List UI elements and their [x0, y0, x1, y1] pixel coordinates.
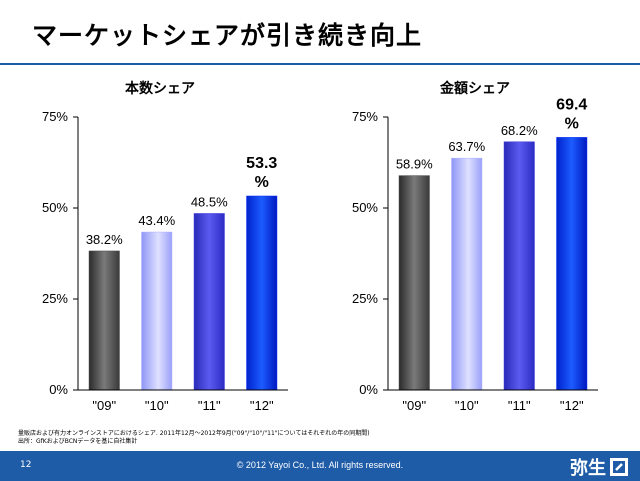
title-divider [0, 63, 640, 65]
logo-mark-icon [610, 458, 628, 476]
x-tick-label: "10" [455, 398, 479, 413]
x-tick-label: "11" [198, 398, 221, 413]
data-label: 53.3 [246, 155, 277, 172]
bar [556, 137, 588, 391]
data-label: 43.4% [138, 213, 175, 228]
x-tick-label: "09" [402, 398, 426, 413]
data-label: 63.7% [448, 139, 485, 154]
copyright-text: © 2012 Yayoi Co., Ltd. All rights reserv… [236, 460, 404, 470]
x-tick-label: "12" [560, 398, 584, 413]
y-tick-label: 25% [352, 291, 378, 306]
bar [451, 157, 483, 391]
y-tick-label: 75% [42, 109, 68, 124]
bar [193, 213, 225, 391]
footnotes: 量販店および有力オンラインストアにおけるシェア. 2011年12月～2012年9… [18, 430, 370, 446]
logo-text: 弥生 [570, 458, 606, 479]
amount-share-chart: 金額シェア 0% 25% 50% 75% 58.9% "09" 63.7% "10" 68.2% "… [352, 80, 598, 413]
x-tick-label: "10" [145, 398, 169, 413]
bar [503, 141, 535, 391]
bar [398, 175, 430, 391]
bar [141, 231, 173, 391]
chart-title: 金額シェア [439, 80, 510, 97]
y-tick-label: 75% [352, 109, 378, 124]
footnote-source: 出所：GfKおよびBCNデータを基に自社集計 [18, 438, 138, 445]
data-label: 48.5% [191, 194, 228, 209]
footnote-scope: 量販店および有力オンラインストアにおけるシェア. 2011年12月～2012年9… [18, 430, 370, 437]
company-logo: 弥生 [570, 454, 628, 480]
data-label-unit: % [255, 174, 269, 191]
data-label: 69.4 [556, 96, 587, 113]
data-label: 38.2% [86, 232, 123, 247]
unit-share-chart: 本数シェア 0% 25% 50% 75% 38.2% "09" 43.4% "10" 48.5% "… [42, 80, 288, 413]
footer-bar: 12 © 2012 Yayoi Co., Ltd. All rights res… [0, 451, 640, 481]
page-number: 12 [20, 460, 32, 470]
x-tick-label: "11" [508, 398, 531, 413]
y-tick-label: 50% [42, 200, 68, 215]
bar [246, 195, 278, 391]
data-label: 58.9% [396, 157, 433, 172]
x-tick-label: "12" [250, 398, 274, 413]
bar [88, 250, 120, 391]
y-tick-label: 0% [49, 382, 68, 397]
page-title: マーケットシェアが引き続き向上 [32, 21, 423, 50]
x-tick-label: "09" [92, 398, 116, 413]
data-label: 68.2% [501, 123, 538, 138]
data-label-unit: % [565, 115, 579, 132]
y-tick-label: 50% [352, 200, 378, 215]
y-tick-label: 0% [359, 382, 378, 397]
y-tick-label: 25% [42, 291, 68, 306]
chart-title: 本数シェア [125, 80, 195, 97]
